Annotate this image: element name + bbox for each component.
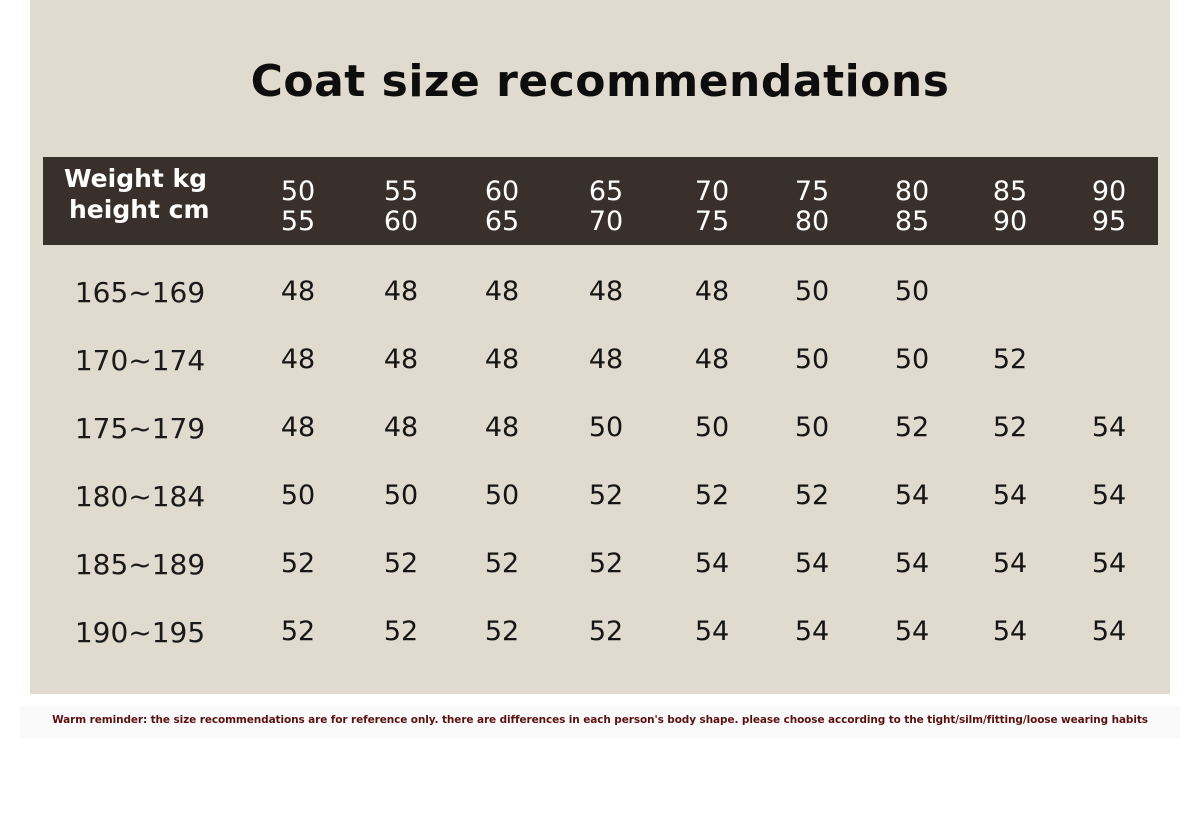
weight-range-end: 60 [383, 206, 419, 237]
weight-range-start: 80 [894, 176, 930, 207]
size-cell: 48 [484, 276, 520, 307]
weight-column-header: 75 80 [772, 177, 852, 237]
size-cell: 52 [280, 616, 316, 647]
size-cell: 48 [280, 412, 316, 443]
table-header-bar [43, 157, 1158, 245]
warm-reminder-note: Warm reminder: the size recommendations … [52, 714, 1148, 726]
size-cell: 52 [794, 480, 830, 511]
height-range-cell: 185~189 [74, 548, 206, 581]
size-cell: 54 [694, 616, 730, 647]
weight-range-start: 55 [383, 176, 419, 207]
size-cell: 50 [794, 412, 830, 443]
note-band [20, 706, 1180, 738]
size-cell: 54 [1091, 480, 1127, 511]
size-cell: 54 [894, 480, 930, 511]
size-cell: 52 [992, 344, 1028, 375]
size-cell: 54 [1091, 412, 1127, 443]
weight-range-start: 65 [588, 176, 624, 207]
size-cell: 52 [694, 480, 730, 511]
size-cell: 48 [694, 276, 730, 307]
weight-column-header: 60 65 [462, 177, 542, 237]
size-cell: 54 [1091, 616, 1127, 647]
size-cell: 50 [280, 480, 316, 511]
size-cell: 52 [484, 548, 520, 579]
weight-column-header: 50 55 [258, 177, 338, 237]
size-cell: 52 [588, 548, 624, 579]
size-cell: 54 [894, 548, 930, 579]
header-axis-label: Weight kg height cm [64, 163, 210, 225]
weight-range-end: 70 [588, 206, 624, 237]
page-title: Coat size recommendations [250, 56, 950, 107]
height-axis-label: height cm [69, 195, 210, 224]
weight-column-header: 85 90 [970, 177, 1050, 237]
weight-range-start: 50 [280, 176, 316, 207]
size-cell: 54 [794, 548, 830, 579]
weight-range-end: 80 [794, 206, 830, 237]
weight-range-start: 60 [484, 176, 520, 207]
size-cell: 52 [484, 616, 520, 647]
weight-range-end: 55 [280, 206, 316, 237]
size-cell: 48 [694, 344, 730, 375]
size-cell: 54 [992, 548, 1028, 579]
weight-column-header: 65 70 [566, 177, 646, 237]
weight-range-end: 75 [694, 206, 730, 237]
size-cell: 48 [484, 412, 520, 443]
weight-range-end: 65 [484, 206, 520, 237]
weight-column-header: 55 60 [361, 177, 441, 237]
size-cell: 48 [280, 276, 316, 307]
size-cell: 50 [894, 344, 930, 375]
size-cell: 50 [484, 480, 520, 511]
size-cell: 54 [794, 616, 830, 647]
weight-column-header: 90 95 [1069, 177, 1149, 237]
height-range-cell: 175~179 [74, 412, 206, 445]
weight-range-start: 70 [694, 176, 730, 207]
size-cell: 54 [1091, 548, 1127, 579]
size-cell: 48 [383, 344, 419, 375]
size-cell: 52 [383, 616, 419, 647]
size-cell: 52 [894, 412, 930, 443]
weight-range-end: 85 [894, 206, 930, 237]
size-cell: 54 [694, 548, 730, 579]
size-cell: 52 [588, 616, 624, 647]
height-range-cell: 170~174 [74, 344, 206, 377]
weight-range-start: 75 [794, 176, 830, 207]
weight-range-end: 90 [992, 206, 1028, 237]
size-cell: 52 [383, 548, 419, 579]
height-range-cell: 180~184 [74, 480, 206, 513]
height-range-cell: 190~195 [74, 616, 206, 649]
weight-range-end: 95 [1091, 206, 1127, 237]
size-cell: 48 [280, 344, 316, 375]
size-cell: 50 [588, 412, 624, 443]
size-cell: 52 [588, 480, 624, 511]
weight-axis-label: Weight kg [64, 164, 208, 193]
size-cell: 50 [694, 412, 730, 443]
size-cell: 48 [383, 412, 419, 443]
size-cell: 50 [794, 276, 830, 307]
size-cell: 48 [484, 344, 520, 375]
weight-range-start: 85 [992, 176, 1028, 207]
weight-range-start: 90 [1091, 176, 1127, 207]
size-cell: 48 [588, 344, 624, 375]
size-cell: 54 [992, 480, 1028, 511]
size-cell: 50 [794, 344, 830, 375]
weight-column-header: 80 85 [872, 177, 952, 237]
size-chart-panel [30, 0, 1170, 694]
height-range-cell: 165~169 [74, 276, 206, 309]
size-cell: 54 [992, 616, 1028, 647]
size-cell: 50 [894, 276, 930, 307]
weight-column-header: 70 75 [672, 177, 752, 237]
size-cell: 48 [588, 276, 624, 307]
size-cell: 54 [894, 616, 930, 647]
size-cell: 52 [280, 548, 316, 579]
size-cell: 52 [992, 412, 1028, 443]
size-cell: 48 [383, 276, 419, 307]
size-cell: 50 [383, 480, 419, 511]
